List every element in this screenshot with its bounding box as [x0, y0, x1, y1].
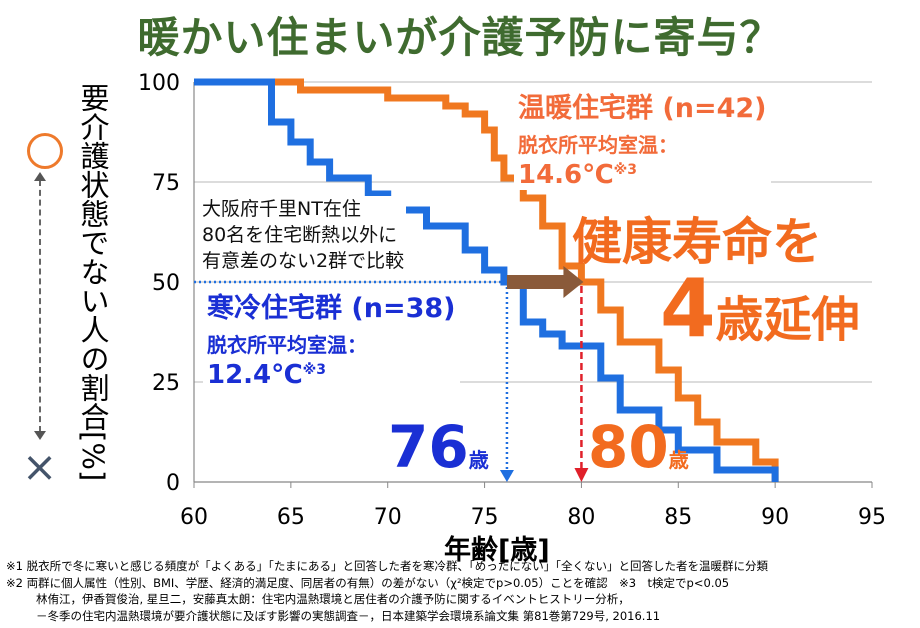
- footnote-1: ※1 脱衣所で冬に寒いと感じる頻度が「よくある」「たまにある」と回答した者を寒冷…: [6, 559, 769, 573]
- study-description: 大阪府千里NT在住 80名を住宅断熱以外に 有意差のない2群で比較: [200, 196, 407, 274]
- headline-line-2: 4歳延伸: [660, 262, 860, 355]
- cold-median-age: 76歳: [388, 418, 489, 476]
- cold-median-age-value: 76: [388, 413, 469, 481]
- warm-room-temp: 14.6℃: [518, 160, 614, 190]
- citation-line-2: －冬季の住宅内温熱環境が要介護状態に及ぼす影響の実態調査－，日本建築学会環境系論…: [36, 608, 661, 623]
- cold-median-age-unit: 歳: [468, 448, 489, 472]
- cold-group-name: 寒冷住宅群 (n=38): [207, 293, 456, 324]
- study-line-2: 80名を住宅断熱以外に: [202, 224, 398, 246]
- cold-median-arrowhead: [499, 470, 514, 482]
- x-axis-label: 年齢[歳]: [444, 535, 550, 566]
- y-tick-label: 75: [152, 171, 180, 196]
- cold-room-temp: 12.4℃: [207, 360, 303, 390]
- warm-note-ref: ※3: [613, 162, 637, 178]
- warm-group-label: 温暖住宅群 (n=42) 脱衣所平均室温： 14.6℃※3: [514, 86, 771, 190]
- y-tick-label: 50: [152, 271, 180, 296]
- page-title: 暖かい住まいが介護予防に寄与？: [137, 13, 783, 62]
- x-tick-label: 65: [277, 505, 305, 530]
- series-cold-line: [194, 78, 779, 482]
- x-tick-label: 95: [858, 505, 886, 530]
- headline-word: 歳延伸: [715, 292, 860, 348]
- warm-median-age-value: 80: [588, 413, 669, 481]
- x-tick-label: 85: [664, 505, 692, 530]
- x-tick-label: 80: [567, 505, 595, 530]
- series-warm-line: [194, 78, 779, 482]
- warm-median-age: 80歳: [588, 418, 689, 476]
- x-tick-label: 70: [374, 505, 402, 530]
- cold-room-temp-caption: 脱衣所平均室温：: [207, 333, 367, 357]
- shift-arrowhead: [563, 266, 584, 298]
- headline-line-1: 健康寿命を: [572, 213, 822, 271]
- y-tick-label: 25: [152, 371, 180, 396]
- x-tick-label: 75: [471, 505, 499, 530]
- x-tick-label: 60: [180, 505, 208, 530]
- shift-arrow-body: [506, 275, 566, 289]
- study-line-3: 有意差のない2群で比較: [202, 250, 405, 272]
- x-tick-label: 90: [761, 505, 789, 530]
- double-arrow-icon: [34, 172, 46, 440]
- cold-note-ref: ※3: [302, 362, 326, 378]
- footnote-2: ※2 両群に個人属性（性別、BMI、学歴、経済的満足度、同居者の有無）の差がない…: [6, 575, 730, 590]
- warm-group-name: 温暖住宅群 (n=42): [518, 93, 767, 124]
- warm-median-age-unit: 歳: [668, 448, 689, 472]
- y-tick-label: 0: [166, 471, 180, 496]
- y-tick-label: 100: [138, 71, 180, 96]
- warm-room-temp-caption: 脱衣所平均室温：: [518, 133, 678, 157]
- citation-line-1: 林侑江，伊香賀俊治, 星旦二，安藤真太朗：住宅内温熱環境と居住者の介護予防に関す…: [36, 592, 630, 606]
- cold-group-label: 寒冷住宅群 (n=38) 脱衣所平均室温： 12.4℃※3: [203, 286, 460, 390]
- footnotes: ※1 脱衣所で冬に寒いと感じる頻度が「よくある」「たまにある」と回答した者を寒冷…: [6, 558, 768, 624]
- cross-icon: ×: [22, 442, 58, 491]
- study-line-1: 大阪府千里NT在住: [202, 198, 361, 220]
- warm-median-arrowhead: [574, 468, 589, 482]
- circle-icon: [27, 133, 63, 169]
- y-axis-label: 要介護状態でない人の割合[%]: [76, 82, 110, 482]
- headline-number: 4: [660, 262, 716, 355]
